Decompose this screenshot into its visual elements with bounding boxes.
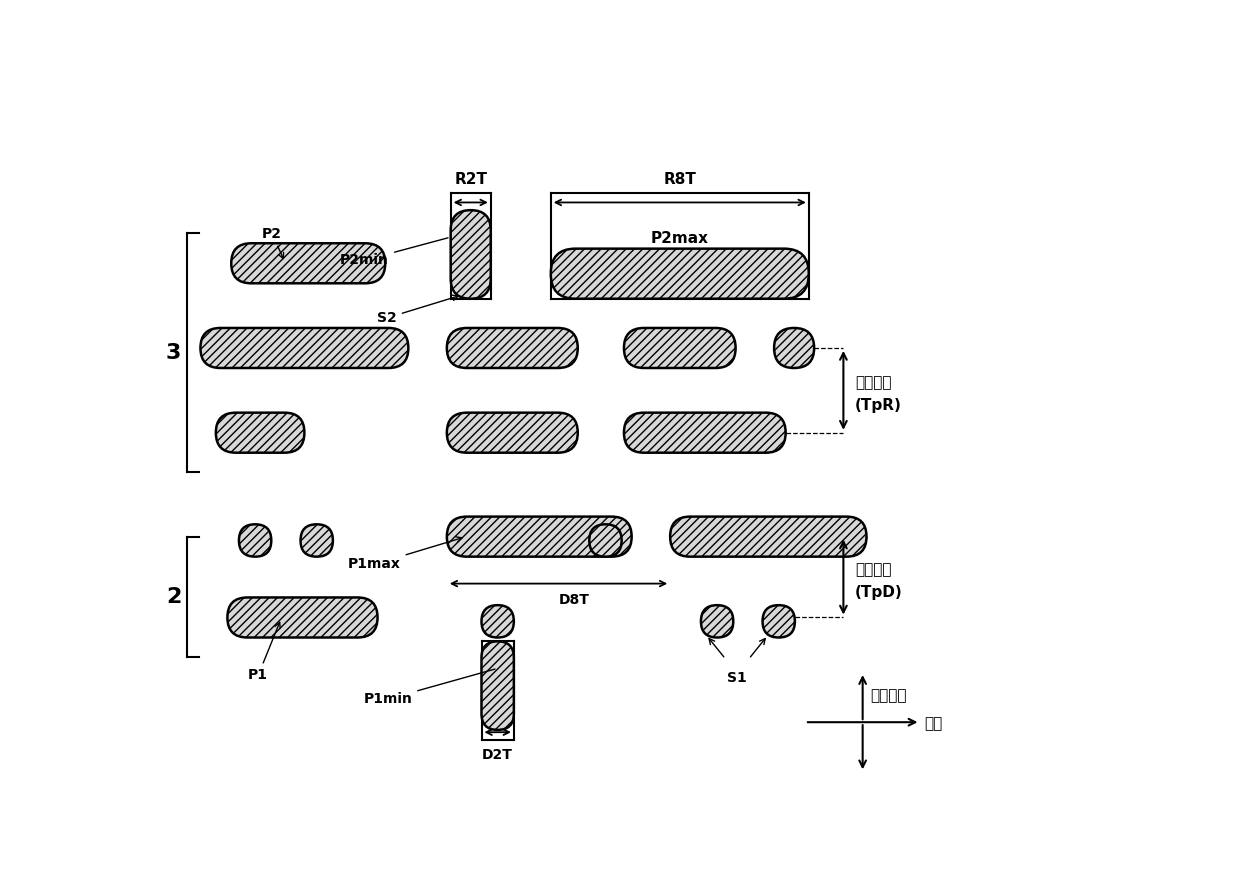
FancyBboxPatch shape	[446, 412, 578, 453]
FancyBboxPatch shape	[450, 210, 491, 299]
FancyBboxPatch shape	[481, 642, 513, 730]
Text: D8T: D8T	[558, 593, 589, 607]
FancyBboxPatch shape	[201, 328, 408, 368]
Text: 2: 2	[166, 587, 181, 607]
FancyBboxPatch shape	[239, 524, 272, 557]
Text: 周向: 周向	[924, 716, 942, 731]
Text: R8T: R8T	[663, 172, 696, 187]
FancyBboxPatch shape	[624, 328, 735, 368]
FancyBboxPatch shape	[446, 517, 631, 557]
FancyBboxPatch shape	[589, 524, 621, 557]
Text: P2: P2	[262, 227, 284, 258]
FancyBboxPatch shape	[670, 517, 867, 557]
Text: P1min: P1min	[363, 669, 495, 706]
Text: (TpD): (TpD)	[854, 585, 903, 600]
FancyBboxPatch shape	[481, 605, 513, 637]
Text: (TpR): (TpR)	[854, 398, 901, 413]
Text: 3: 3	[166, 342, 181, 363]
Text: P1max: P1max	[347, 537, 463, 572]
FancyBboxPatch shape	[300, 524, 332, 557]
Text: 半径方向: 半径方向	[870, 688, 906, 703]
Text: 轨道间距: 轨道间距	[854, 562, 892, 577]
FancyBboxPatch shape	[763, 605, 795, 637]
FancyBboxPatch shape	[446, 328, 578, 368]
Text: 轨道间距: 轨道间距	[854, 375, 892, 390]
Text: P1: P1	[248, 622, 280, 682]
Text: P2max: P2max	[651, 231, 709, 246]
Text: R2T: R2T	[454, 172, 487, 187]
FancyBboxPatch shape	[227, 597, 377, 637]
FancyBboxPatch shape	[551, 249, 808, 299]
FancyBboxPatch shape	[216, 412, 304, 453]
FancyBboxPatch shape	[774, 328, 815, 368]
Text: D2T: D2T	[482, 748, 513, 762]
FancyBboxPatch shape	[701, 605, 733, 637]
Text: P2min: P2min	[340, 238, 448, 267]
Text: S1: S1	[728, 671, 746, 685]
FancyBboxPatch shape	[231, 243, 386, 283]
Text: S2: S2	[377, 295, 458, 325]
FancyBboxPatch shape	[624, 412, 786, 453]
